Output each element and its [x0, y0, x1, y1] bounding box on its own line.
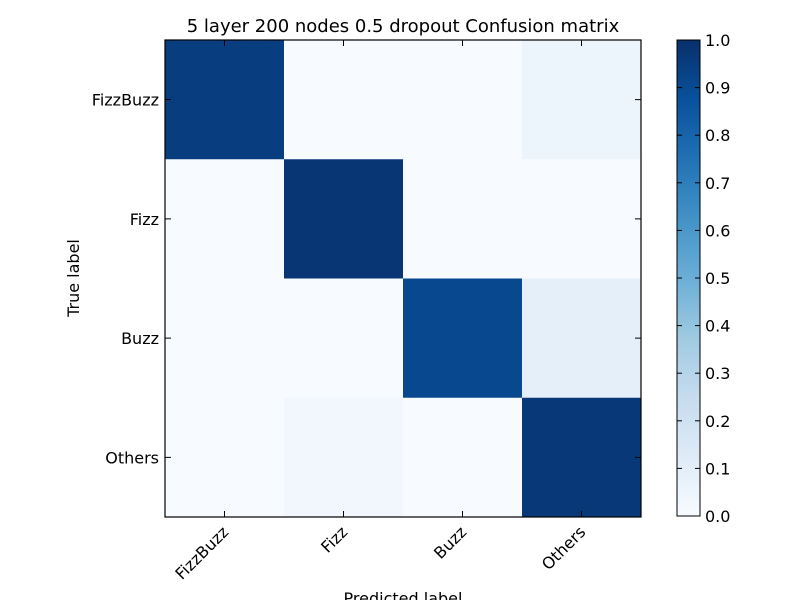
colorbar-tick-label: 1.0	[705, 31, 730, 50]
colorbar-tick-label: 0.6	[705, 221, 730, 240]
y-tick-label: Fizz	[130, 210, 159, 229]
heatmap-cell	[284, 278, 404, 399]
heatmap-cell	[403, 278, 523, 399]
heatmap-cell	[165, 397, 285, 518]
x-tick-label: Others	[538, 522, 589, 573]
heatmap-cell	[165, 159, 285, 279]
colorbar-tick-label: 0.5	[705, 269, 730, 288]
heatmap-cell	[403, 40, 523, 160]
colorbar-tick-label: 0.3	[705, 364, 730, 383]
heatmap-cell	[284, 159, 404, 279]
x-tick-label: Fizz	[317, 522, 351, 556]
heatmap-cell	[522, 397, 642, 518]
heatmap-cell	[403, 397, 523, 518]
heatmap-cell	[284, 397, 404, 518]
heatmap-cell	[165, 278, 285, 399]
plot-frame	[164, 39, 642, 518]
chart-title: 5 layer 200 nodes 0.5 dropout Confusion …	[187, 16, 620, 37]
heatmap-cells	[165, 40, 642, 518]
colorbar-tick-label: 0.8	[705, 126, 730, 145]
x-tick-label: Buzz	[430, 522, 470, 562]
colorbar: 0.0 0.1 0.2 0.3 0.4 0.5 0.6 0.7 0.8 0.9 1.0	[676, 31, 730, 526]
y-tick-label: Others	[105, 448, 159, 467]
x-axis-label: Predicted label	[344, 589, 463, 600]
heatmap-cell	[522, 40, 642, 160]
colorbar-tick-label: 0.2	[705, 412, 730, 431]
heatmap-cell	[284, 40, 404, 160]
colorbar-tick-label: 0.9	[705, 79, 730, 98]
colorbar-tick-label: 0.0	[705, 507, 730, 526]
y-tick-label: FizzBuzz	[92, 91, 159, 110]
heatmap-cell	[522, 278, 642, 399]
x-tick-label: FizzBuzz	[171, 522, 232, 583]
colorbar-tick-label: 0.7	[705, 174, 730, 193]
y-tick-label: Buzz	[121, 329, 159, 348]
colorbar-tick-label: 0.4	[705, 317, 730, 336]
heatmap-cell	[522, 159, 642, 279]
heatmap-cell	[403, 159, 523, 279]
y-axis-label: True label	[64, 239, 83, 318]
heatmap-cell	[165, 40, 285, 160]
colorbar-tick-label: 0.1	[705, 459, 730, 478]
